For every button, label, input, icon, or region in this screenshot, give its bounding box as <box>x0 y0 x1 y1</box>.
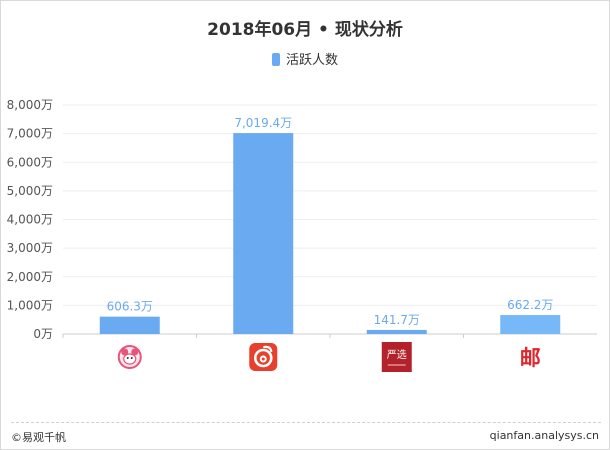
category-netease-music-icon <box>249 343 278 371</box>
y-tick-label: 0万 <box>33 327 53 341</box>
bar <box>233 133 294 334</box>
bar <box>99 316 160 334</box>
data-label: 662.2万 <box>507 298 553 312</box>
y-tick-label: 1,000万 <box>7 298 53 312</box>
bar <box>366 329 427 334</box>
y-tick-label: 4,000万 <box>7 213 53 227</box>
y-tick-label: 6,000万 <box>7 155 53 169</box>
category-post-app-icon: 邮 <box>520 346 541 370</box>
data-label: 7,019.4万 <box>234 116 292 130</box>
bar-chart: 0万 1,000万 2,000万 3,000万 4,000万 5,000万 6,000万 7,… <box>7 98 597 372</box>
y-tick-label: 8,000万 <box>7 98 53 112</box>
chart-title: 2018年06月 • 现状分析 <box>207 20 403 40</box>
data-label: 606.3万 <box>107 300 153 314</box>
footer-divider <box>11 422 601 423</box>
legend-label: 活跃人数 <box>285 53 338 68</box>
category-app-icon-1 <box>117 345 142 369</box>
y-tick-label: 2,000万 <box>7 270 53 284</box>
category-yanxuan-icon: 严选 <box>381 342 412 372</box>
y-tick-label: 3,000万 <box>7 241 53 255</box>
y-tick-label: 5,000万 <box>7 184 53 198</box>
legend[interactable]: 活跃人数 <box>1 49 609 68</box>
legend-swatch <box>271 53 280 66</box>
footer-copyright: ©易观千帆 <box>11 431 66 444</box>
footer-source-url: qianfan.analysys.cn <box>489 429 599 442</box>
yanxuan-icon-text: 严选 <box>387 348 407 361</box>
data-label: 141.7万 <box>374 313 420 327</box>
bar <box>500 315 561 334</box>
y-tick-label: 7,000万 <box>7 127 53 141</box>
